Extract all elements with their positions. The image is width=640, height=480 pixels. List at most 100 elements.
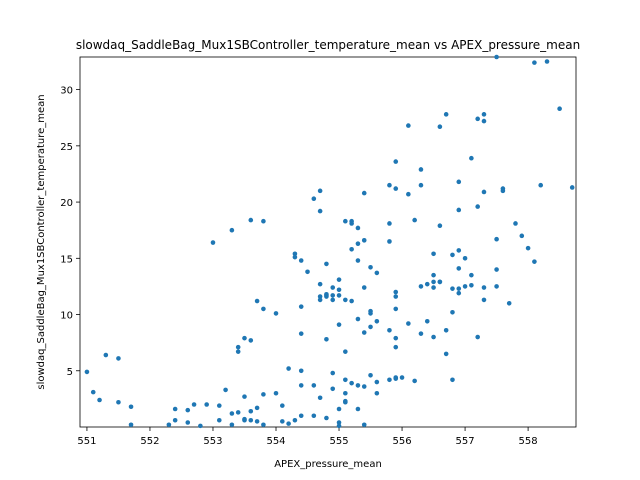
point bbox=[443, 351, 449, 357]
point bbox=[317, 208, 323, 214]
point bbox=[513, 221, 518, 226]
point bbox=[456, 179, 462, 185]
point bbox=[330, 285, 336, 290]
point bbox=[298, 413, 304, 419]
point bbox=[368, 308, 373, 314]
point bbox=[399, 375, 405, 380]
x-tick-label: 557 bbox=[456, 436, 475, 447]
point bbox=[210, 240, 216, 245]
point bbox=[424, 281, 430, 287]
point bbox=[374, 379, 380, 385]
point bbox=[406, 191, 411, 197]
point bbox=[387, 182, 392, 188]
point bbox=[248, 217, 254, 223]
point bbox=[254, 298, 260, 304]
point bbox=[349, 218, 354, 224]
point bbox=[443, 112, 449, 117]
point bbox=[538, 182, 544, 188]
y-tick-label: 30 bbox=[60, 86, 73, 97]
point bbox=[336, 277, 342, 282]
point bbox=[349, 298, 354, 304]
point bbox=[456, 248, 462, 253]
point bbox=[368, 265, 373, 270]
point bbox=[437, 124, 443, 130]
point bbox=[311, 383, 317, 388]
point bbox=[223, 387, 228, 393]
y-tick-label: 15 bbox=[60, 254, 73, 265]
point bbox=[393, 289, 399, 295]
point bbox=[311, 196, 317, 202]
point bbox=[298, 383, 304, 388]
point bbox=[494, 236, 499, 242]
x-tick-label: 558 bbox=[519, 436, 538, 447]
point bbox=[116, 399, 121, 405]
point bbox=[494, 267, 499, 272]
point bbox=[343, 349, 348, 354]
point bbox=[456, 286, 462, 291]
point bbox=[172, 406, 178, 412]
point bbox=[355, 225, 361, 231]
point bbox=[355, 316, 361, 322]
point bbox=[229, 227, 235, 233]
point bbox=[343, 398, 348, 404]
point bbox=[298, 331, 304, 336]
point bbox=[191, 402, 197, 407]
point bbox=[532, 60, 537, 65]
point bbox=[324, 415, 329, 421]
point bbox=[229, 422, 235, 428]
point bbox=[431, 285, 436, 290]
point bbox=[235, 410, 241, 415]
point bbox=[273, 390, 279, 396]
point bbox=[519, 233, 525, 239]
point bbox=[443, 327, 449, 333]
point bbox=[393, 186, 399, 191]
point bbox=[450, 286, 455, 291]
point bbox=[481, 118, 487, 124]
point bbox=[261, 306, 266, 312]
point bbox=[343, 218, 348, 224]
y-tick-label: 10 bbox=[60, 311, 73, 322]
point bbox=[387, 221, 392, 226]
point bbox=[349, 247, 354, 252]
x-tick-label: 551 bbox=[77, 436, 96, 447]
point bbox=[343, 390, 348, 396]
point bbox=[431, 334, 436, 340]
point bbox=[317, 294, 323, 299]
point bbox=[336, 322, 342, 327]
point bbox=[387, 239, 392, 244]
point bbox=[374, 318, 380, 324]
point bbox=[280, 403, 285, 408]
point bbox=[462, 256, 468, 261]
point bbox=[374, 390, 380, 396]
point bbox=[569, 185, 575, 190]
plot-frame bbox=[79, 56, 577, 428]
point bbox=[424, 318, 430, 324]
point bbox=[298, 258, 304, 263]
point bbox=[456, 290, 462, 296]
point bbox=[90, 389, 96, 395]
point bbox=[361, 285, 367, 290]
point bbox=[355, 383, 361, 388]
point bbox=[254, 405, 260, 411]
point bbox=[532, 259, 537, 264]
point bbox=[450, 377, 455, 383]
point bbox=[336, 423, 342, 429]
point bbox=[481, 112, 487, 117]
point bbox=[330, 386, 336, 392]
point bbox=[361, 422, 367, 428]
point bbox=[450, 252, 455, 258]
point bbox=[273, 311, 279, 316]
point bbox=[324, 291, 329, 297]
point bbox=[286, 421, 291, 426]
point bbox=[343, 377, 348, 383]
point bbox=[324, 261, 329, 267]
point bbox=[324, 336, 329, 342]
point bbox=[343, 297, 348, 303]
x-tick-label: 553 bbox=[203, 436, 222, 447]
point bbox=[84, 369, 90, 375]
point bbox=[387, 377, 392, 383]
point bbox=[418, 284, 424, 289]
point bbox=[494, 284, 499, 289]
point bbox=[481, 297, 487, 303]
